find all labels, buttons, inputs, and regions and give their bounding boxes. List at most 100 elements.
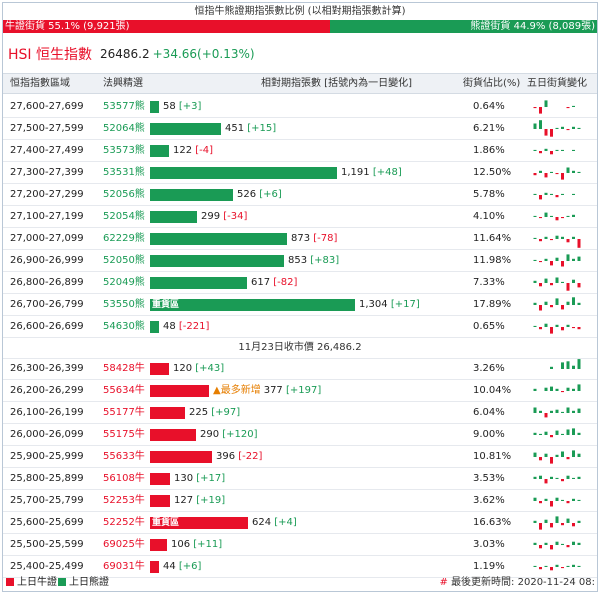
quantity-value: 44 [+6]: [163, 556, 201, 578]
table-row[interactable]: 27,100-27,199 52054熊 299 [-34] 4.10%: [3, 206, 597, 228]
warrant-code-link[interactable]: 53531熊: [103, 167, 145, 178]
warrant-code-link[interactable]: 53550熊: [103, 299, 145, 310]
table-row[interactable]: 26,600-26,699 54630熊 48 [-221] 0.65%: [3, 316, 597, 338]
table-row[interactable]: 25,900-25,999 55633牛 396 [-22] 10.81%: [3, 446, 597, 468]
warrant-code-link[interactable]: 52050熊: [103, 255, 145, 266]
warrant-code-link[interactable]: 55175牛: [103, 429, 145, 440]
table-row[interactable]: 26,700-26,799 53550熊 重貨區 1,304 [+17] 17.89%: [3, 294, 597, 316]
change-bar: [572, 564, 575, 567]
change-bar: [550, 435, 553, 438]
warrant-code-link[interactable]: 55177牛: [103, 407, 145, 418]
warrant-code-link[interactable]: 69031牛: [103, 561, 145, 572]
change-bar: [577, 499, 581, 501]
range-label: 25,800-25,899: [10, 473, 84, 484]
change-bar: [550, 457, 553, 464]
quantity-value: 873 [-78]: [291, 228, 337, 250]
table-row[interactable]: 27,200-27,299 52056熊 526 [+6] 5.78%: [3, 184, 597, 206]
quantity-number: 873: [291, 233, 314, 244]
daily-change: [+3]: [178, 101, 202, 112]
warrant-code-link[interactable]: 52064熊: [103, 123, 145, 134]
change-bar: [566, 324, 570, 327]
warrant-code-link[interactable]: 56108牛: [103, 473, 145, 484]
change-bar: [561, 523, 564, 526]
warrant-code-link[interactable]: 55633牛: [103, 451, 145, 462]
change-bar: [566, 475, 570, 479]
outstanding-pct: 10.04%: [473, 385, 512, 396]
change-bar: [577, 327, 581, 330]
table-row[interactable]: 27,400-27,499 53573熊 122 [-4] 1.86%: [3, 140, 597, 162]
legend-bull: 上日牛證: [6, 575, 57, 591]
change-bar: [539, 523, 542, 530]
quantity-number: 853: [288, 255, 311, 266]
range-label: 27,200-27,299: [10, 189, 84, 200]
warrant-code-link[interactable]: 54630熊: [103, 321, 145, 332]
table-row[interactable]: 26,900-26,999 52050熊 853 [+83] 11.98%: [3, 250, 597, 272]
range-label: 27,400-27,499: [10, 145, 84, 156]
five-day-change-chart: [533, 148, 575, 155]
quantity-number: 624: [252, 517, 275, 528]
table-row[interactable]: 25,600-25,699 52252牛 重貨區 624 [+4] 16.63%: [3, 512, 597, 534]
table-row[interactable]: 26,000-26,099 55175牛 290 [+120] 9.00%: [3, 424, 597, 446]
warrant-code-link[interactable]: 69025牛: [103, 539, 145, 550]
quantity-number: 130: [174, 473, 197, 484]
warrant-code-link[interactable]: 52054熊: [103, 211, 145, 222]
warrant-code-link[interactable]: 53577熊: [103, 101, 145, 112]
change-bar: [533, 476, 537, 479]
quantity-value: 122 [-4]: [173, 140, 213, 162]
range-label: 25,400-25,499: [10, 561, 84, 572]
change-bar: [572, 450, 575, 457]
change-bar: [550, 305, 553, 308]
table-row[interactable]: 27,000-27,099 62229熊 873 [-78] 11.64%: [3, 228, 597, 250]
change-bar: [561, 499, 564, 501]
change-bar: [572, 498, 575, 501]
bear-swatch-icon: [58, 578, 66, 586]
table-row[interactable]: 27,300-27,399 53531熊 1,191 [+48] 12.50%: [3, 162, 597, 184]
change-bar: [533, 173, 537, 176]
change-bar: [566, 239, 570, 243]
quantity-value: 617 [-82]: [251, 272, 297, 294]
quantity-number: 44: [163, 561, 179, 572]
five-day-change-chart: [533, 167, 581, 180]
index-change: +34.66(+0.13%): [152, 47, 255, 61]
change-bar: [577, 302, 581, 305]
warrant-code-link[interactable]: 52049熊: [103, 277, 145, 288]
table-row[interactable]: 27,500-27,599 52064熊 451 [+15] 6.21%: [3, 118, 597, 140]
change-bar: [533, 123, 537, 129]
change-bar: [572, 297, 575, 305]
change-bar: [550, 501, 553, 507]
change-bar: [577, 384, 581, 391]
warrant-code-link[interactable]: 62229熊: [103, 233, 145, 244]
heavy-zone-tag: 重貨區: [152, 300, 180, 310]
change-bar: [572, 477, 575, 479]
change-bar: [544, 479, 548, 484]
table-row[interactable]: 26,200-26,299 55634牛 ▲最多新增 377 [+197] 10.04%: [3, 380, 597, 402]
range-label: 26,800-26,899: [10, 277, 84, 288]
change-bar: [561, 479, 564, 482]
change-bar: [561, 149, 564, 151]
table-row[interactable]: 25,700-25,799 52253牛 127 [+19] 3.62%: [3, 490, 597, 512]
five-day-change-chart: [533, 428, 581, 438]
table-row[interactable]: 27,600-27,699 53577熊 58 [+3] 0.64%: [3, 96, 597, 118]
table-row[interactable]: 25,500-25,599 69025牛 106 [+11] 3.03%: [3, 534, 597, 556]
quantity-value: ▲最多新增 377 [+197]: [213, 380, 321, 402]
warrant-code-link[interactable]: 52056熊: [103, 189, 145, 200]
table-row[interactable]: 26,300-26,399 58428牛 120 [+43] 3.26%: [3, 358, 597, 380]
table-row[interactable]: 25,400-25,499 69031牛 44 [+6] 1.19%: [3, 556, 597, 578]
quantity-bar: [150, 451, 212, 463]
change-bar: [544, 498, 548, 501]
change-bar: [533, 452, 537, 457]
change-bar: [555, 454, 559, 457]
table-row[interactable]: 25,800-25,899 56108牛 130 [+17] 3.53%: [3, 468, 597, 490]
header-qty: 相對期指張數 [括號內為一日變化]: [261, 78, 412, 89]
change-bar: [539, 567, 542, 570]
warrant-code-link[interactable]: 55634牛: [103, 385, 145, 396]
warrant-code-link[interactable]: 53573熊: [103, 145, 145, 156]
table-row[interactable]: 26,100-26,199 55177牛 225 [+97] 6.04%: [3, 402, 597, 424]
five-day-change-chart: [533, 212, 575, 221]
warrant-code-link[interactable]: 58428牛: [103, 363, 145, 374]
quantity-value: 225 [+97]: [189, 402, 240, 424]
warrant-code-link[interactable]: 52253牛: [103, 495, 145, 506]
table-row[interactable]: 26,800-26,899 52049熊 617 [-82] 7.33%: [3, 272, 597, 294]
warrant-code-link[interactable]: 52252牛: [103, 517, 145, 528]
change-bar: [561, 543, 564, 545]
